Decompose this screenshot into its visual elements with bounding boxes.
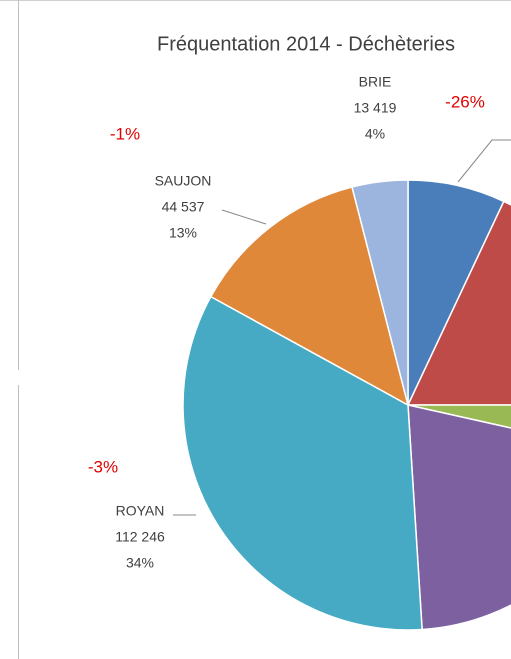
slice-percent: 4%: [365, 126, 385, 142]
pie-slice: [407, 404, 511, 631]
slice-count: 13 419: [354, 100, 397, 116]
slice-count: 44 537: [162, 199, 205, 215]
annotation: -1%: [110, 124, 140, 143]
pie: [182, 179, 511, 631]
leader-line: [457, 139, 511, 183]
chart-title: Fréquentation 2014 - Déchèteries: [157, 33, 455, 55]
annotation: -3%: [88, 457, 118, 476]
slice-label: SAUJON: [155, 173, 212, 189]
pie-slice: [351, 179, 409, 406]
slice-count: 112 246: [115, 529, 165, 545]
slice-percent: 34%: [126, 555, 154, 571]
pie-slice: [209, 186, 410, 407]
slice-percent: 13%: [169, 225, 197, 241]
slice-label: BRIE: [359, 74, 392, 90]
slice-label: ROYAN: [116, 503, 165, 519]
leader-line: [221, 209, 267, 225]
pie-slice: [406, 200, 511, 406]
annotation: -26%: [445, 92, 485, 111]
